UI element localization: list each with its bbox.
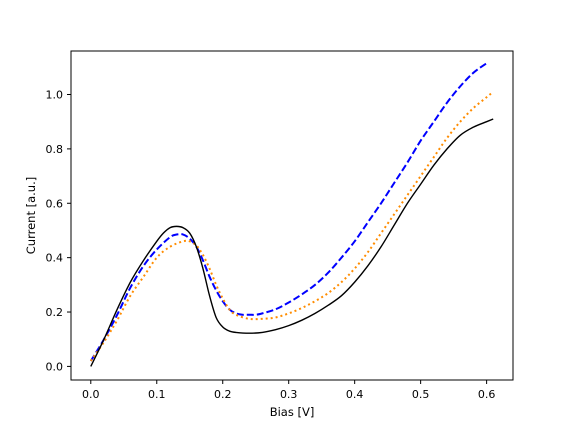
series-line-dashed <box>89 62 488 362</box>
y-tick-label: 0.2 <box>46 306 64 319</box>
x-tick-label: 0.0 <box>82 388 100 401</box>
x-tick-label: 0.2 <box>214 388 232 401</box>
y-tick-label: 0.6 <box>46 197 64 210</box>
x-axis-label: Bias [V] <box>270 405 315 419</box>
y-axis-label: Current [a.u.] <box>24 177 38 254</box>
series-layer <box>89 62 494 367</box>
x-tick-label: 0.1 <box>148 388 166 401</box>
y-tick-label: 0.8 <box>46 143 64 156</box>
x-axis: 0.0 0.1 0.2 0.3 0.4 0.5 0.6 <box>82 380 495 401</box>
y-tick-label: 1.0 <box>46 89 64 102</box>
x-tick-label: 0.6 <box>478 388 496 401</box>
y-tick-label: 0.0 <box>46 360 64 373</box>
series-line-dotted <box>89 91 494 362</box>
y-tick-label: 0.4 <box>46 252 64 265</box>
x-tick-label: 0.5 <box>412 388 430 401</box>
y-axis: 0.0 0.2 0.4 0.6 0.8 1.0 <box>46 89 71 373</box>
x-tick-label: 0.3 <box>280 388 298 401</box>
x-tick-label: 0.4 <box>346 388 364 401</box>
series-line-solid <box>90 118 494 367</box>
plot-frame <box>70 50 514 381</box>
